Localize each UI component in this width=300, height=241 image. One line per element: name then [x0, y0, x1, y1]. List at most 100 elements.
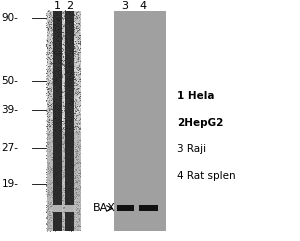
Point — [46, 33, 51, 37]
Point — [50, 15, 55, 19]
Point — [55, 224, 60, 228]
Point — [46, 65, 51, 69]
Point — [52, 224, 56, 228]
Point — [60, 91, 65, 95]
Point — [44, 100, 49, 103]
Point — [50, 82, 54, 86]
Point — [47, 192, 52, 196]
Point — [46, 47, 50, 51]
Point — [52, 152, 57, 156]
Point — [74, 103, 78, 107]
Point — [63, 46, 68, 50]
Point — [74, 152, 79, 156]
Point — [74, 151, 79, 155]
Point — [71, 22, 76, 26]
Point — [45, 122, 50, 126]
Point — [67, 30, 72, 34]
Point — [75, 22, 80, 26]
Point — [58, 113, 62, 117]
Point — [49, 14, 54, 18]
Point — [45, 181, 50, 185]
Point — [58, 147, 63, 151]
Point — [53, 172, 58, 176]
Point — [58, 213, 63, 217]
Point — [48, 187, 53, 190]
Point — [47, 217, 52, 221]
Point — [60, 29, 64, 33]
Point — [72, 173, 76, 177]
Point — [49, 223, 54, 227]
Point — [48, 103, 53, 107]
Point — [58, 98, 62, 102]
Point — [52, 47, 56, 51]
Point — [67, 128, 72, 132]
Point — [68, 204, 72, 208]
Point — [54, 208, 59, 211]
Point — [68, 175, 72, 179]
Point — [50, 208, 55, 212]
Point — [62, 87, 67, 91]
Point — [64, 210, 69, 214]
Point — [47, 65, 52, 68]
Point — [56, 49, 61, 53]
Point — [77, 99, 82, 103]
Point — [45, 122, 50, 126]
Point — [48, 133, 53, 137]
Point — [65, 69, 70, 73]
Point — [68, 139, 73, 143]
Point — [52, 131, 57, 135]
Point — [70, 111, 74, 115]
Point — [49, 59, 53, 62]
Point — [55, 59, 59, 63]
Point — [72, 30, 77, 33]
Point — [74, 81, 79, 85]
Point — [46, 71, 51, 75]
Point — [76, 156, 80, 160]
Point — [48, 124, 53, 128]
Point — [47, 104, 52, 108]
Point — [62, 157, 67, 161]
Point — [73, 206, 77, 210]
Point — [78, 199, 83, 203]
Point — [74, 94, 79, 98]
Point — [53, 196, 58, 200]
Point — [76, 82, 81, 86]
Point — [56, 215, 61, 219]
Point — [74, 177, 79, 181]
Point — [68, 140, 73, 144]
Point — [45, 26, 50, 30]
Point — [54, 119, 58, 123]
Point — [72, 62, 76, 66]
Point — [71, 214, 76, 218]
Point — [48, 12, 53, 16]
Point — [44, 216, 49, 220]
Point — [68, 36, 73, 40]
Point — [68, 221, 73, 225]
Point — [74, 215, 79, 219]
Point — [64, 226, 69, 230]
Point — [70, 131, 75, 135]
Point — [62, 81, 67, 85]
Point — [71, 52, 76, 56]
Point — [63, 209, 68, 213]
Point — [71, 122, 76, 126]
Point — [52, 106, 57, 109]
Point — [61, 49, 65, 53]
Point — [75, 217, 80, 221]
Point — [69, 54, 74, 58]
Point — [46, 100, 51, 104]
Point — [75, 191, 80, 195]
Point — [50, 53, 55, 57]
Point — [65, 158, 70, 161]
Point — [55, 133, 60, 137]
Point — [64, 78, 69, 81]
Point — [50, 186, 55, 190]
Point — [56, 68, 61, 72]
Point — [65, 37, 70, 41]
Point — [56, 25, 60, 29]
Point — [57, 145, 62, 149]
Point — [74, 17, 79, 21]
Point — [77, 43, 82, 47]
Point — [70, 77, 74, 81]
Point — [44, 200, 49, 204]
